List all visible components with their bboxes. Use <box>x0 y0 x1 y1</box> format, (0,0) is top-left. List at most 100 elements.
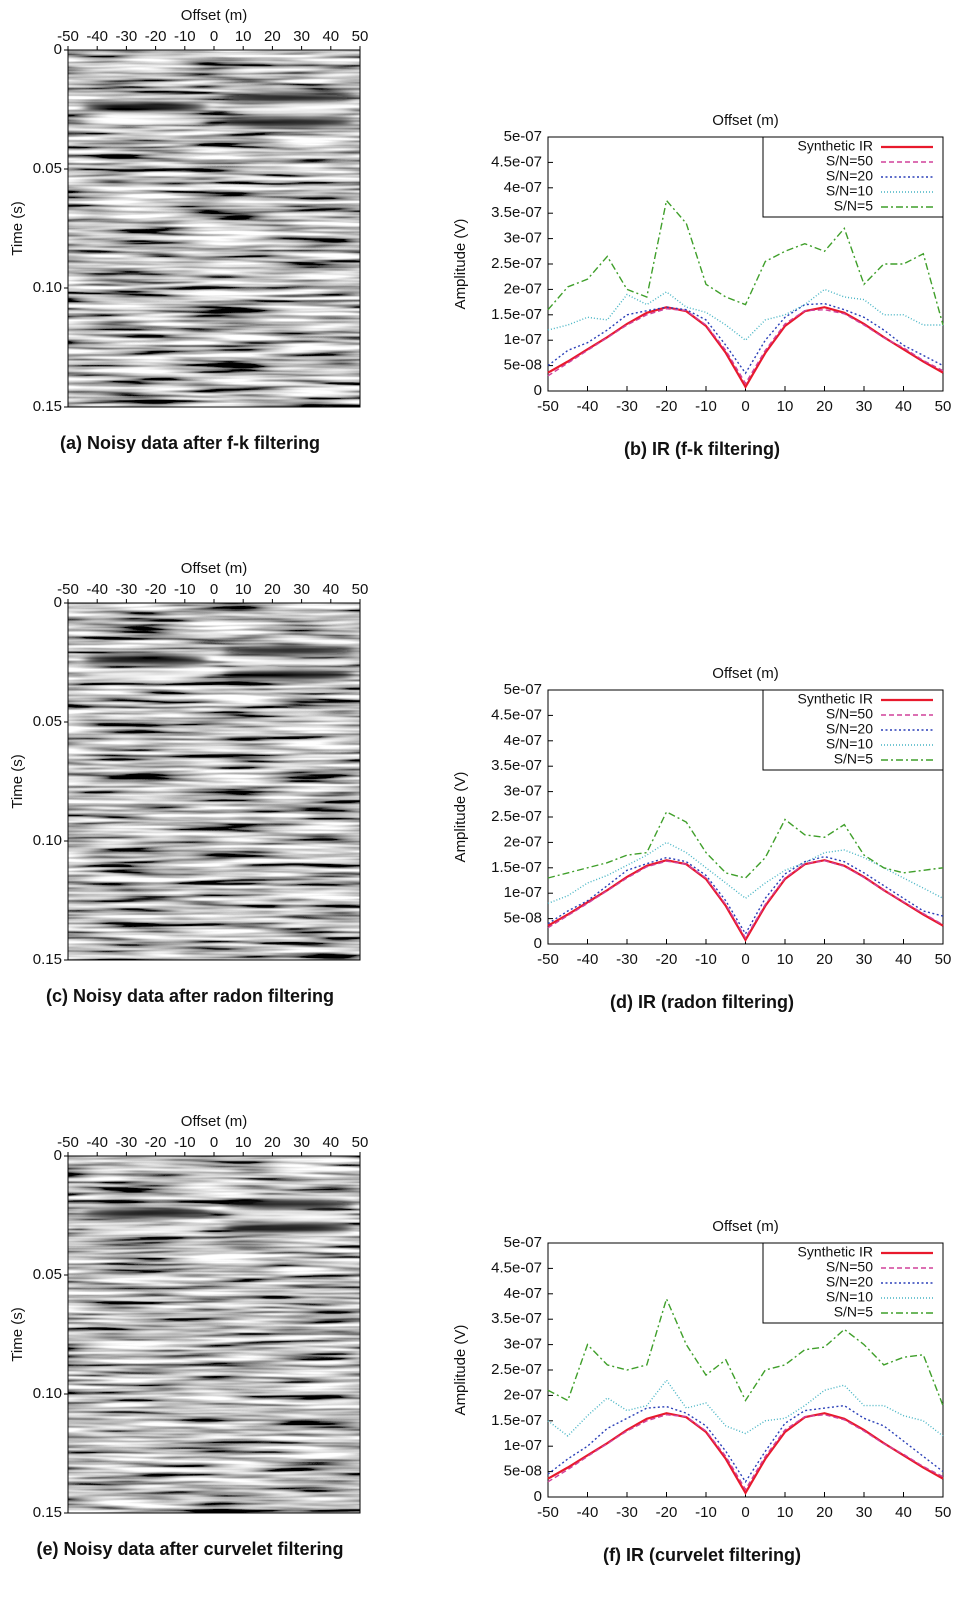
noise-texture <box>68 1156 360 1513</box>
x-tick-label: 30 <box>293 1134 310 1151</box>
x-tick-label: 0 <box>741 1504 749 1521</box>
x-tick-label: -40 <box>86 28 108 45</box>
x-tick-label: 10 <box>777 951 794 968</box>
x-tick-label: -40 <box>577 951 599 968</box>
x-tick-label: 30 <box>856 1504 873 1521</box>
y-tick-label: 2e-07 <box>504 280 542 297</box>
noise-texture <box>68 603 360 960</box>
reflection <box>223 106 353 114</box>
legend-label: S/N=20 <box>826 168 873 184</box>
x-tick-label: -50 <box>537 398 559 415</box>
x-tick-label: 10 <box>777 398 794 415</box>
y-tick-label: 0 <box>534 382 542 399</box>
x-tick-label: -10 <box>695 398 717 415</box>
y-tick-label: 5e-07 <box>504 128 542 145</box>
y-tick-label: 0 <box>534 935 542 952</box>
series-group <box>547 198 944 390</box>
series-group <box>547 810 944 943</box>
y-tick-label: 1.5e-07 <box>491 1412 542 1429</box>
y-tick-label: 4e-07 <box>504 1285 542 1302</box>
x-tick-label: 20 <box>264 581 281 598</box>
x-tick-label: -30 <box>616 1504 638 1521</box>
y-tick-label: 1e-07 <box>504 331 542 348</box>
y-tick-label: 0.05 <box>33 1266 62 1283</box>
y-tick-label: 0 <box>54 1147 62 1164</box>
x-tick-label: -30 <box>616 951 638 968</box>
x-tick-label: 20 <box>816 398 833 415</box>
legend-label: Synthetic IR <box>798 1244 873 1260</box>
x-tick-label: -20 <box>656 951 678 968</box>
y-axis-label: Time (s) <box>9 1307 26 1361</box>
caption: (d) IR (radon filtering) <box>610 992 794 1012</box>
x-tick-label: 0 <box>210 581 218 598</box>
data-line <box>547 1296 944 1406</box>
caption: (e) Noisy data after curvelet filtering <box>36 1539 343 1559</box>
x-tick-label: -20 <box>656 398 678 415</box>
x-tick-label: -40 <box>577 1504 599 1521</box>
x-tick-label: 10 <box>235 581 252 598</box>
y-axis-label: Amplitude (V) <box>452 219 469 310</box>
caption: (b) IR (f-k filtering) <box>624 439 780 459</box>
data-line <box>547 1413 944 1491</box>
x-tick-label: -30 <box>116 28 138 45</box>
x-tick-label: -10 <box>174 1134 196 1151</box>
y-axis-label: Time (s) <box>9 754 26 808</box>
data-line <box>547 1404 944 1484</box>
reflection <box>223 1212 353 1220</box>
y-tick-label: 0.15 <box>33 951 62 968</box>
y-tick-label: 0 <box>534 1488 542 1505</box>
x-tick-label: 40 <box>322 28 339 45</box>
legend-label: S/N=50 <box>826 1259 873 1275</box>
data-line <box>547 198 944 326</box>
legend-label: S/N=20 <box>826 1274 873 1290</box>
x-tick-label: 20 <box>264 28 281 45</box>
reflection <box>223 1200 353 1208</box>
data-line <box>547 810 944 879</box>
x-tick-label: -50 <box>537 1504 559 1521</box>
series-group <box>547 1296 944 1496</box>
x-tick-label: 40 <box>322 581 339 598</box>
x-tick-label: -50 <box>57 1134 79 1151</box>
y-tick-label: 0.15 <box>33 398 62 415</box>
x-tick-label: -50 <box>57 581 79 598</box>
x-tick-label: 50 <box>352 28 369 45</box>
data-line <box>547 288 943 342</box>
x-tick-label: -20 <box>145 28 167 45</box>
data-line <box>547 859 944 940</box>
x-tick-label: 50 <box>935 1504 952 1521</box>
x-tick-label: 20 <box>264 1134 281 1151</box>
x-tick-label: 0 <box>210 1134 218 1151</box>
x-tick-label: -20 <box>656 1504 678 1521</box>
y-tick-label: 3e-07 <box>504 783 542 800</box>
legend-label: S/N=5 <box>834 751 874 767</box>
y-tick-label: 2.5e-07 <box>491 1361 542 1378</box>
x-tick-label: -10 <box>174 581 196 598</box>
x-tick-label: 20 <box>816 1504 833 1521</box>
y-tick-label: 2e-07 <box>504 1386 542 1403</box>
noise-texture <box>68 50 360 407</box>
x-tick-label: 40 <box>895 398 912 415</box>
x-tick-label: 0 <box>741 951 749 968</box>
reflection <box>223 659 353 667</box>
seismic-image <box>68 50 360 407</box>
data-line <box>547 841 944 905</box>
y-tick-label: 0.10 <box>33 279 62 296</box>
y-tick-label: 1.5e-07 <box>491 306 542 323</box>
y-tick-label: 5e-08 <box>504 910 542 927</box>
x-tick-label: -10 <box>174 28 196 45</box>
y-tick-label: 3.5e-07 <box>491 1310 542 1327</box>
x-tick-label: 30 <box>856 398 873 415</box>
reflection <box>83 118 208 126</box>
x-tick-label: 50 <box>935 398 952 415</box>
y-tick-label: 4e-07 <box>504 179 542 196</box>
data-line <box>547 1379 944 1437</box>
x-axis-label: Offset (m) <box>181 1113 247 1130</box>
data-line <box>547 307 944 385</box>
x-tick-label: -30 <box>116 581 138 598</box>
x-axis-label: Offset (m) <box>712 1218 778 1235</box>
legend-label: S/N=10 <box>826 183 873 199</box>
y-tick-label: 5e-08 <box>504 357 542 374</box>
reflection <box>83 1224 208 1232</box>
seismic-image <box>68 1156 360 1513</box>
